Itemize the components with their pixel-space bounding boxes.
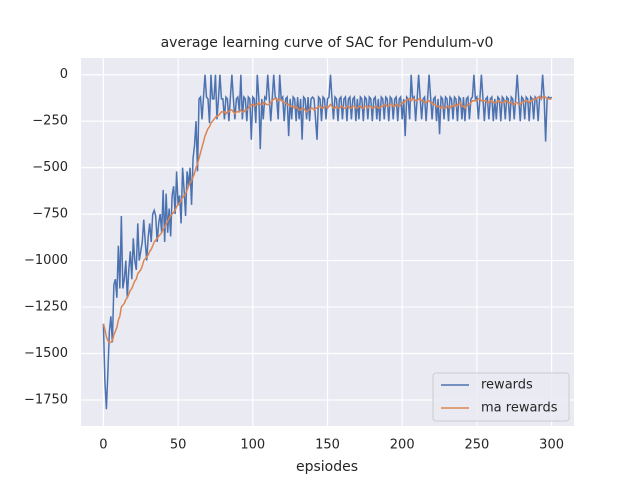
grid: [81, 58, 574, 426]
legend-label: rewards: [481, 378, 533, 393]
y-tick-label: −1250: [24, 300, 68, 315]
x-tick-label: 50: [170, 438, 187, 453]
x-tick-label: 250: [464, 438, 489, 453]
y-tick-label: −250: [32, 114, 68, 129]
lines: [102, 74, 553, 410]
x-tick-label: 0: [99, 438, 107, 453]
legend-label: ma rewards: [481, 401, 558, 416]
y-tick-label: −1000: [24, 253, 68, 268]
x-tick-label: 200: [390, 438, 415, 453]
y-tick-label: 0: [60, 67, 68, 82]
x-tick-label: 150: [315, 438, 340, 453]
y-tick-label: −750: [32, 207, 68, 222]
x-axis-label: epsiodes: [296, 459, 358, 475]
series-line: [102, 96, 552, 344]
chart-title: average learning curve of SAC for Pendul…: [161, 35, 494, 51]
y-tick-label: −1750: [24, 392, 68, 407]
legend: rewards ma rewards: [432, 372, 570, 422]
y-tick-label: −1500: [24, 346, 68, 361]
y-tick-label: −500: [32, 160, 68, 175]
x-tick-label: 300: [539, 438, 564, 453]
x-tick-label: 100: [240, 438, 265, 453]
